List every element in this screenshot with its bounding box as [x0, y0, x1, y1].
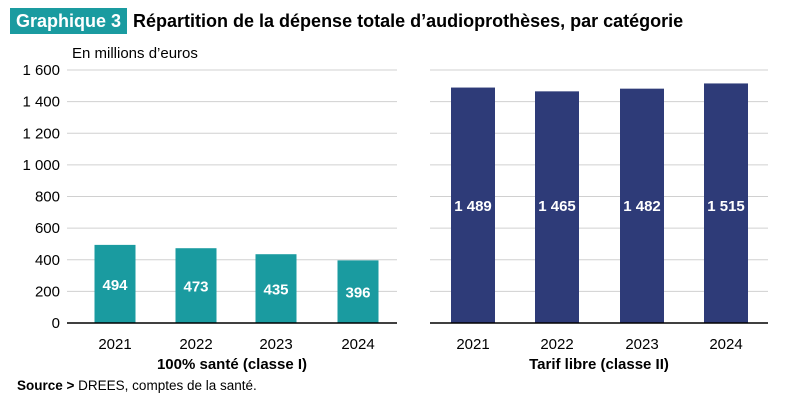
data-label-2023: 1 482 — [623, 198, 661, 215]
bar-2021 — [94, 244, 136, 323]
unit-label: En millions d’euros — [72, 45, 198, 62]
bar-2023 — [255, 254, 297, 323]
y-tick-label: 1 400 — [22, 94, 60, 111]
y-tick-label: 200 — [35, 283, 60, 300]
data-label-2024: 1 515 — [707, 198, 745, 215]
y-tick-label: 0 — [52, 315, 60, 332]
x-tick-label: 2024 — [341, 336, 374, 353]
y-tick-label: 400 — [35, 252, 60, 269]
bar-2022 — [175, 248, 217, 323]
bar-2022 — [535, 91, 579, 323]
data-label-2021: 494 — [102, 277, 128, 294]
source-text: DREES, comptes de la santé. — [78, 378, 257, 393]
x-tick-label: 2021 — [456, 336, 489, 353]
x-axis-title-2: Tarif libre (classe II) — [529, 356, 669, 373]
data-label-2022: 473 — [183, 279, 208, 296]
source-label: Source > — [17, 378, 75, 393]
data-label-2023: 435 — [263, 282, 288, 299]
y-tick-label: 600 — [35, 220, 60, 237]
y-tick-label: 1 000 — [22, 157, 60, 174]
chart-title: Répartition de la dépense totale d’audio… — [133, 11, 684, 31]
data-label-2021: 1 489 — [454, 198, 492, 215]
y-tick-label: 1 600 — [22, 62, 60, 79]
x-tick-label: 2023 — [625, 336, 658, 353]
x-tick-label: 2022 — [540, 336, 573, 353]
y-tick-label: 800 — [35, 189, 60, 206]
x-tick-label: 2021 — [98, 336, 131, 353]
data-label-2024: 396 — [345, 285, 370, 302]
bar-2024 — [704, 83, 748, 323]
bar-2021 — [451, 87, 495, 323]
x-tick-label: 2023 — [259, 336, 292, 353]
x-axis-title-1: 100% santé (classe I) — [157, 356, 307, 373]
data-label-2022: 1 465 — [538, 198, 576, 215]
y-tick-label: 1 200 — [22, 125, 60, 142]
bar-2023 — [620, 88, 664, 323]
figure-tag: Graphique 3 — [10, 8, 128, 34]
x-tick-label: 2022 — [179, 336, 212, 353]
bar-2024 — [337, 260, 379, 323]
x-tick-label: 2024 — [709, 336, 742, 353]
chart-header: Graphique 3 Répartition de la dépense to… — [10, 8, 683, 34]
source-note: Source > DREES, comptes de la santé. — [17, 378, 257, 393]
